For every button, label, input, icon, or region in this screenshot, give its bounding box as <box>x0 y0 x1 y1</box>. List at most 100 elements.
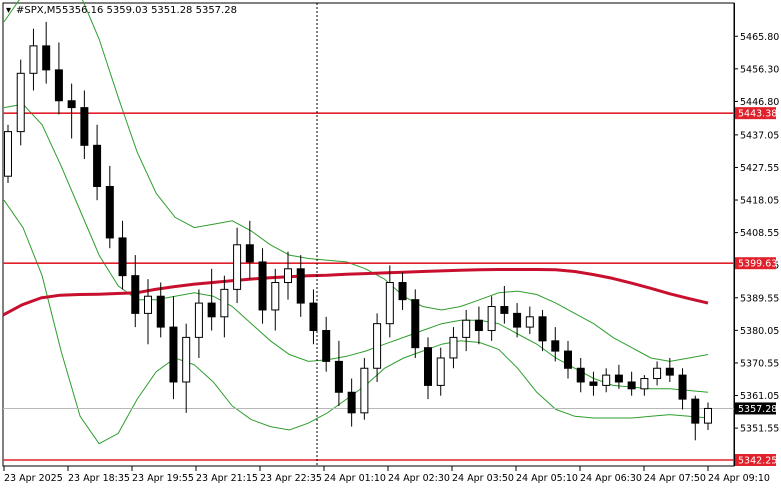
candle-body <box>665 367 674 376</box>
candle-body <box>233 244 242 290</box>
moving-average-line <box>2 268 709 317</box>
x-tick-label: 23 Apr 19:55 <box>132 473 194 484</box>
x-tick-label: 24 Apr 01:10 <box>324 473 386 484</box>
y-tick-label: 5437.05 <box>740 130 779 141</box>
level-price-tag <box>735 257 776 270</box>
x-tick-label: 23 Apr 2025 <box>4 473 63 484</box>
candle <box>245 220 254 280</box>
candle-body <box>296 268 305 304</box>
candle-body <box>576 367 585 383</box>
moving-average-layer <box>2 268 709 317</box>
candle-body <box>54 69 63 102</box>
bollinger-middle-line <box>3 103 709 393</box>
candle <box>513 303 522 338</box>
candle-body <box>156 295 165 328</box>
candle-body <box>322 330 331 362</box>
candle <box>500 285 509 324</box>
candle <box>474 306 483 345</box>
x-tick-label: 24 Apr 02:30 <box>388 473 450 484</box>
candle <box>118 220 127 290</box>
candle-body <box>105 185 114 239</box>
horizontal-levels-layer <box>3 112 734 461</box>
y-tick-label: 5465.80 <box>740 32 779 43</box>
candle <box>334 340 343 406</box>
candle-body <box>487 306 496 332</box>
candle <box>16 59 25 146</box>
candle <box>576 357 585 393</box>
level-price-tag <box>735 453 776 466</box>
candle <box>4 124 12 184</box>
candle-body <box>144 295 152 314</box>
candle-body <box>653 367 662 380</box>
candle-body <box>564 350 572 369</box>
candle-body <box>551 340 560 352</box>
candle-body <box>118 237 127 277</box>
candle-body <box>207 302 216 318</box>
candle <box>525 306 534 334</box>
candle <box>449 327 458 369</box>
level-price-label: 5399.63 <box>738 259 777 270</box>
candle <box>653 361 662 386</box>
candle-body <box>245 244 254 263</box>
x-tick-label: 24 Apr 09:10 <box>708 473 770 484</box>
candle <box>144 279 152 345</box>
candle-body <box>614 374 623 383</box>
candle <box>551 327 560 362</box>
candle-body <box>411 299 420 349</box>
y-tick-label: 5446.80 <box>740 97 779 108</box>
bollinger-upper-line <box>3 0 709 362</box>
candle <box>271 268 280 331</box>
candle-body <box>220 288 229 318</box>
y-tick-label: 5408.55 <box>740 228 779 239</box>
candle-body <box>449 336 458 359</box>
candle-body <box>704 407 712 424</box>
x-tick-label: 24 Apr 05:10 <box>516 473 578 484</box>
candle <box>80 90 89 160</box>
candle-body <box>398 282 407 301</box>
candle <box>678 368 687 410</box>
candle <box>640 375 649 396</box>
candle-body <box>194 302 203 338</box>
level-price-label: 5342.25 <box>738 455 777 466</box>
candle-body <box>169 326 178 383</box>
candle-body <box>385 282 394 325</box>
bollinger-bands <box>3 0 709 445</box>
symbol-arrow-icon[interactable]: ▾ <box>6 5 11 16</box>
candle-body <box>347 391 356 414</box>
candle <box>194 289 203 358</box>
candle <box>691 395 700 441</box>
y-tick-label: 5389.55 <box>740 293 779 304</box>
candle <box>67 83 76 139</box>
candle <box>487 296 496 341</box>
candle-body <box>67 100 76 109</box>
candle-body <box>334 360 343 393</box>
y-tick-label: 5361.05 <box>740 391 779 402</box>
candle-body <box>678 374 687 400</box>
candle <box>156 282 165 338</box>
x-tick-label: 23 Apr 18:35 <box>68 473 130 484</box>
candle <box>385 265 394 338</box>
y-tick-label: 5418.05 <box>740 196 779 207</box>
candle <box>182 323 191 413</box>
candle <box>627 371 636 396</box>
candle <box>589 371 598 396</box>
candle <box>42 21 51 84</box>
price-tags-layer: 5443.38 5399.63 5342.25 5357.28 <box>735 107 777 466</box>
candle-body <box>602 374 611 386</box>
candle <box>105 165 114 249</box>
candle <box>347 378 356 427</box>
candle-body <box>538 316 547 342</box>
chart-symbol: #SPX,M5 <box>16 5 62 16</box>
y-tick-label: 5380.05 <box>740 326 779 337</box>
y-tick-label: 5456.30 <box>740 64 779 75</box>
x-tick-label: 24 Apr 07:50 <box>644 473 706 484</box>
candle <box>373 313 382 382</box>
candle-body <box>182 336 191 383</box>
bollinger-lower-line <box>3 199 709 445</box>
candle <box>93 124 102 201</box>
candles-layer <box>4 21 712 441</box>
candle <box>296 255 305 317</box>
y-axis: 5465.80 5456.30 5446.80 5437.05 5427.55 5418.… <box>734 32 779 435</box>
